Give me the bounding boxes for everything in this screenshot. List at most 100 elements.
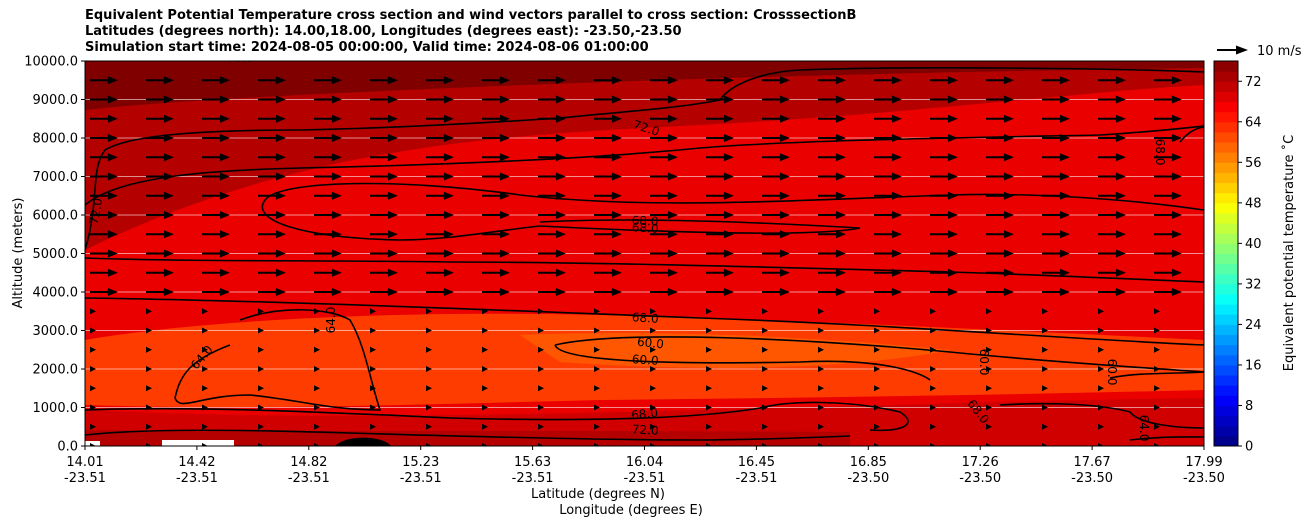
colorbar-band <box>1214 172 1238 184</box>
wind-vector-head <box>1171 95 1182 104</box>
wind-vector-small <box>762 423 768 430</box>
wind-vector-head <box>1059 268 1070 277</box>
wind-vector-head <box>1059 134 1070 142</box>
x-tick-label-lat: 17.99 <box>1185 455 1222 470</box>
wind-vector-head <box>1059 172 1070 181</box>
wind-vector-head <box>275 95 286 104</box>
colorbar-band <box>1214 294 1238 305</box>
wind-vector-small <box>1154 346 1160 353</box>
wind-vector-small <box>986 443 992 446</box>
wind-vector-small <box>930 366 936 372</box>
wind-vector-small <box>874 308 880 315</box>
contour-label: 64.0 <box>324 307 338 334</box>
wind-vector-head <box>779 95 790 104</box>
wind-vector-head <box>723 249 734 258</box>
wind-vector-small <box>146 327 152 334</box>
wind-vector-small <box>818 404 824 411</box>
wind-vector-small <box>930 404 936 411</box>
wind-vector-head <box>1115 95 1126 104</box>
contour-line <box>1109 371 1204 379</box>
wind-vector-head <box>499 76 510 85</box>
colorbar-band <box>1214 324 1238 336</box>
wind-vector-small <box>986 366 992 372</box>
wind-vector-head <box>499 230 510 239</box>
wind-vector-head <box>1115 230 1126 239</box>
contour-line <box>261 199 541 241</box>
wind-vector-head <box>107 172 118 181</box>
x-tick-label-lat: 15.23 <box>402 455 439 470</box>
wind-vector-head <box>219 172 230 181</box>
colorbar-band <box>1214 91 1238 103</box>
field-region-surface-warm <box>85 430 850 446</box>
wind-vector-head <box>891 172 902 181</box>
wind-vector-head <box>779 211 790 219</box>
wind-vector-small <box>874 327 880 334</box>
wind-vector-small <box>258 366 264 372</box>
wind-vector-head <box>219 249 230 258</box>
wind-vector-head <box>107 268 118 277</box>
wind-vector-head <box>835 95 846 104</box>
wind-vector-head <box>835 288 846 296</box>
wind-vector-small <box>650 385 656 392</box>
quiver-key: 10 m/s <box>1217 44 1302 59</box>
colorbar-band <box>1214 314 1238 325</box>
colorbar-band <box>1214 375 1238 386</box>
wind-vector-small <box>1098 346 1104 353</box>
wind-vector-head <box>443 191 454 200</box>
colorbar-band <box>1214 101 1238 113</box>
wind-vector-head <box>331 134 342 142</box>
wind-vector-head <box>387 191 398 200</box>
wind-vector-small <box>818 366 824 372</box>
wind-vector-head <box>163 249 174 258</box>
wind-vector-small <box>370 346 376 353</box>
contour-label: 60.0 <box>636 335 664 352</box>
wind-vector-head <box>947 191 958 200</box>
wind-vector-small <box>762 366 768 372</box>
wind-vector-head <box>387 268 398 277</box>
wind-vector-small <box>314 366 320 372</box>
wind-vector-head <box>1171 249 1182 258</box>
wind-vector-head <box>163 172 174 181</box>
colorbar-tick-label: 72 <box>1245 75 1262 90</box>
contour-line <box>264 182 1204 211</box>
wind-vector-head <box>611 191 622 200</box>
wind-vector-head <box>219 134 230 142</box>
wind-vector-small <box>314 404 320 411</box>
wind-vector-small <box>202 366 208 372</box>
wind-vector-small <box>146 366 152 372</box>
colorbar-band <box>1214 192 1238 204</box>
wind-vector-head <box>275 288 286 296</box>
wind-vector-head <box>891 211 902 219</box>
wind-vector-small <box>1098 423 1104 430</box>
wind-vector-small <box>482 443 488 446</box>
colorbar-tick-label: 8 <box>1245 399 1253 414</box>
wind-vector-head <box>723 230 734 239</box>
colorbar-band <box>1214 233 1238 244</box>
wind-vector-small <box>482 327 488 334</box>
contour-line <box>539 219 861 234</box>
wind-vector-small <box>90 423 96 430</box>
wind-vector-small <box>426 404 432 411</box>
wind-vector-small <box>538 385 544 392</box>
wind-vector-head <box>947 114 958 123</box>
wind-vector-head <box>667 172 678 181</box>
y-tick-label: 4000.0 <box>33 286 79 301</box>
wind-vector-small <box>818 443 824 446</box>
wind-vector-small <box>1098 385 1104 392</box>
colorbar-band <box>1214 395 1238 406</box>
wind-vector-small <box>314 385 320 392</box>
wind-vector-small <box>202 346 208 353</box>
contour-line <box>1129 436 1204 441</box>
colorbar-tick-label: 64 <box>1245 115 1262 130</box>
contour-line <box>999 402 1204 429</box>
wind-vector-head <box>947 95 958 104</box>
colorbar-band <box>1214 152 1238 163</box>
wind-vector-small <box>706 423 712 430</box>
wind-vector-head <box>947 230 958 239</box>
colorbar-band <box>1214 182 1238 194</box>
wind-vector-head <box>107 95 118 104</box>
wind-vector-head <box>1059 230 1070 239</box>
wind-vector-head <box>331 76 342 85</box>
wind-vector-small <box>258 346 264 353</box>
wind-vector-small <box>90 443 96 446</box>
